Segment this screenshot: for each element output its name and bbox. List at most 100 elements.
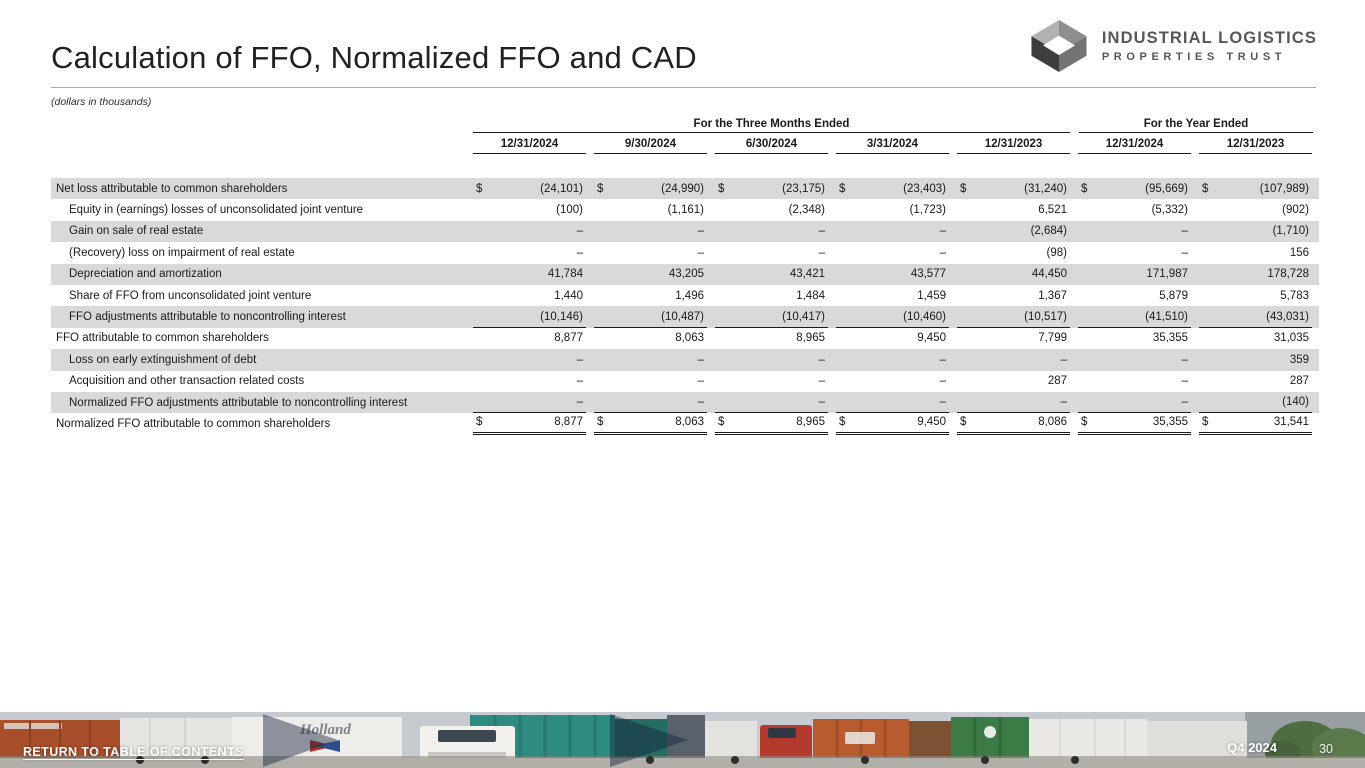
cell-value: 8,965: [796, 416, 825, 429]
table-row: FFO attributable to common shareholders 8…: [51, 328, 1319, 349]
cell-value: 1,484: [796, 289, 825, 302]
cell-value: –: [1181, 353, 1188, 366]
row-label: Acquisition and other transaction relate…: [69, 375, 305, 388]
cell-value: 9,450: [917, 416, 946, 429]
value-cell: –: [836, 242, 949, 263]
cell-value: –: [818, 396, 825, 409]
cell-value: 6,521: [1038, 204, 1067, 217]
value-cell: (2,684): [957, 221, 1070, 242]
value-cell: 8,877: [473, 328, 586, 349]
cell-value: (31,240): [1024, 182, 1067, 195]
cell-value: 43,577: [910, 268, 946, 281]
value-cell: $ (24,101): [473, 178, 586, 199]
value-cell: –: [715, 392, 828, 414]
value-cell: –: [836, 371, 949, 392]
value-cell: –: [715, 349, 828, 370]
logo-name-line2: PROPERTIES TRUST: [1101, 51, 1287, 63]
table-group-header-row: For the Three Months Ended For the Year …: [473, 118, 1319, 133]
cell-value: (5,332): [1151, 204, 1188, 217]
return-to-toc-link[interactable]: RETURN TO TABLE OF CONTENTS: [23, 745, 244, 759]
cell-value: (10,517): [1024, 310, 1067, 323]
column-header: 9/30/2024: [594, 138, 707, 154]
value-cell: $31,541: [1199, 413, 1312, 435]
cube-logo-icon: [1031, 20, 1087, 72]
cell-value: –: [1181, 246, 1188, 259]
period-label: Q4 2024: [1227, 740, 1277, 755]
dollar-sign: $: [476, 416, 483, 429]
value-cell: –: [957, 392, 1070, 414]
value-cell: (100): [473, 199, 586, 220]
cell-value: 31,035: [1273, 332, 1309, 345]
table-row: Normalized FFO attributable to common sh…: [51, 413, 1319, 435]
cell-value: 1,459: [917, 289, 946, 302]
value-cell: $8,877: [473, 413, 586, 435]
cell-value: 8,965: [796, 332, 825, 345]
value-cell: –: [594, 242, 707, 263]
dollar-sign: $: [1081, 416, 1088, 429]
table-row: FFO adjustments attributable to noncontr…: [51, 306, 1319, 328]
cell-value: –: [818, 246, 825, 259]
cell-value: 8,063: [675, 332, 704, 345]
value-cell: 359: [1199, 349, 1312, 370]
cell-value: –: [939, 396, 946, 409]
dollar-sign: $: [839, 416, 846, 429]
value-cell: –: [473, 349, 586, 370]
cell-value: –: [818, 353, 825, 366]
value-cell: –: [836, 349, 949, 370]
cell-value: –: [697, 375, 704, 388]
row-label: Depreciation and amortization: [69, 268, 222, 281]
value-cell: $ (31,240): [957, 178, 1070, 199]
value-cell: (10,487): [594, 306, 707, 328]
cell-value: 359: [1289, 353, 1309, 366]
value-cell: $8,063: [594, 413, 707, 435]
cell-value: –: [1060, 353, 1067, 366]
logo-name-line1: INDUSTRIAL LOGISTICS: [1101, 29, 1317, 47]
cell-value: (2,348): [788, 204, 825, 217]
table-row: Loss on early extinguishment of debt – – – –…: [51, 349, 1319, 371]
row-label: Share of FFO from unconsolidated joint v…: [69, 289, 312, 302]
row-label: FFO adjustments attributable to noncontr…: [69, 311, 346, 324]
column-header: 12/31/2024: [1078, 138, 1191, 154]
row-label: FFO attributable to common shareholders: [56, 332, 269, 345]
row-label: Loss on early extinguishment of debt: [69, 353, 257, 366]
cell-value: –: [939, 353, 946, 366]
value-cell: –: [594, 221, 707, 242]
cell-value: 171,987: [1146, 268, 1188, 281]
value-cell: 1,459: [836, 285, 949, 306]
value-cell: 156: [1199, 242, 1312, 263]
value-cell: (5,332): [1078, 199, 1191, 220]
table-row: Gain on sale of real estate – – – – (2,684) – (…: [51, 220, 1319, 243]
value-cell: $ (95,669): [1078, 178, 1191, 199]
value-cell: (41,510): [1078, 306, 1191, 328]
value-cell: $ (23,175): [715, 178, 828, 199]
value-cell: (10,460): [836, 306, 949, 328]
cell-value: (23,403): [903, 182, 946, 195]
value-cell: 1,496: [594, 285, 707, 306]
value-cell: $35,355: [1078, 413, 1191, 435]
cell-value: 287: [1047, 375, 1067, 388]
cell-value: 1,496: [675, 289, 704, 302]
value-cell: 1,440: [473, 285, 586, 306]
value-cell: 287: [957, 371, 1070, 392]
value-cell: –: [473, 392, 586, 414]
dollar-sign: $: [597, 416, 604, 429]
value-cell: 43,421: [715, 264, 828, 285]
page-number: 30: [1319, 742, 1333, 756]
table-row: (Recovery) loss on impairment of real es…: [51, 242, 1319, 263]
value-cell: 44,450: [957, 264, 1070, 285]
cell-value: (107,989): [1259, 182, 1309, 195]
row-label: Gain on sale of real estate: [69, 225, 204, 238]
value-cell: –: [836, 392, 949, 414]
table-row: Normalized FFO adjustments attributable …: [51, 391, 1319, 414]
dollar-sign: $: [839, 182, 846, 195]
cell-value: (10,487): [661, 310, 704, 323]
value-cell: 1,484: [715, 285, 828, 306]
row-label: Normalized FFO attributable to common sh…: [56, 417, 331, 430]
value-cell: $8,965: [715, 413, 828, 435]
value-cell: 171,987: [1078, 264, 1191, 285]
cell-value: –: [697, 246, 704, 259]
cell-value: (43,031): [1266, 310, 1309, 323]
row-label: Equity in (earnings) losses of unconsoli…: [69, 204, 364, 217]
cell-value: –: [818, 225, 825, 238]
cell-value: –: [1181, 396, 1188, 409]
